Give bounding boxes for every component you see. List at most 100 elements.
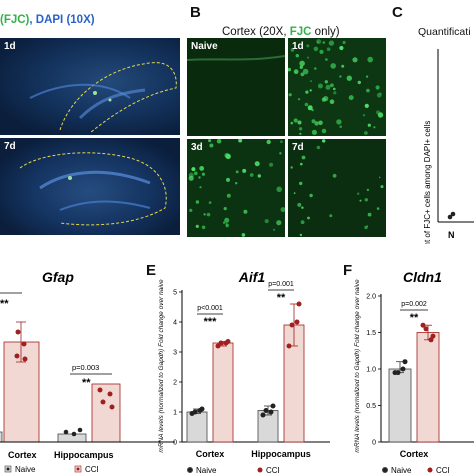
gfap-cortex-cci-point [22,356,28,362]
fjc-cell [301,155,306,160]
aif1-xtick-label: Cortex [196,449,225,459]
micrograph-naive: Naive [187,38,285,136]
fjc-cell [317,83,323,89]
fjc-cell [257,174,261,178]
fjc-cell [195,224,199,228]
fjc-cell [293,118,298,123]
aif1-legend-cci-label: CCI [266,466,280,474]
fjc-cell [254,161,260,167]
aif1-point-cci [294,319,300,325]
fjc-cell [288,93,292,97]
aif1-ytick-label: 3 [173,350,177,357]
cortex-edge-naive [187,55,285,61]
fjc-cell [333,87,336,91]
fjc-cell [339,45,344,51]
fjc-cell [314,121,319,126]
aif1-bar-cci [212,342,234,443]
aif1-ylabel: mRNA levels (normalized to Gapdh) Fold c… [158,279,165,453]
fjc-cell [208,139,212,143]
aif1-ytick-label: 2 [173,380,177,387]
fjc-cell [299,65,303,69]
fjc-cell [330,63,336,69]
gfap-hippo-naive-bar [57,433,87,443]
fjc-cell [307,105,313,111]
fjc-cell [311,129,317,135]
cldn1-ytick-label: 1.5 [366,330,376,337]
micrograph-1d-cortex: 1d [288,38,386,136]
aif1-xtick-label: Hippocampus [251,449,311,459]
aif1-point-cci [289,322,295,328]
fjc-cell [364,131,368,135]
fjc-cell [300,72,305,77]
fjc-cell [206,212,211,217]
fjc-cell [299,132,302,135]
fjc-cell [346,75,352,81]
cldn1-ytick-label: 0 [372,440,376,447]
hippocampus-outline-1d [29,62,177,134]
fjc-cell [304,102,309,107]
fjc-cell [322,41,326,44]
fjc-cell [376,207,380,210]
cldn1-ylabel: mRNA levels (normalized to Gapdh) Fold c… [354,279,361,453]
fjc-cell [316,40,320,44]
gfap-hippo-cci-point [107,391,113,397]
aif1-ytick-label: 4 [173,320,177,327]
fjc-cell [238,139,243,143]
aif1-point-cci [218,340,224,346]
fjc-cell [324,80,328,84]
chart-gfap: Gfap ** p=0.003 ** Cortex Hippocampus Na… [0,269,175,474]
fjc-cell [333,91,337,95]
panel-c-letter: C [392,4,403,21]
fjc-cell [199,166,205,171]
fjc-cell [357,192,360,195]
fjc-cell [273,228,276,231]
fjc-cell [367,56,373,63]
fjc-cell [325,58,328,61]
tile-label-1d-cortex: 1d [292,41,304,52]
aif1-legend-naive-label: Naive [196,466,217,474]
gfap-cortex-cci-point [14,353,20,359]
fjc-cell [222,221,226,224]
aif1-point-naive [197,408,203,413]
fjc-cell [332,173,337,178]
fjc-cell [201,172,205,176]
gfap-cortex-cci-point [21,341,27,347]
fjc-cell [264,219,269,224]
panel-c-chart: Percent of FJC+ cells among DAPI+ cells … [423,49,474,244]
aif1-legend-naive-marker [187,467,193,473]
fjc-cell [307,216,310,220]
fjc-cell [305,90,309,94]
aif1-pvalue: p<0.001 [197,305,223,312]
cldn1-point-naive [402,359,408,365]
fjc-cell [367,123,371,127]
gfap-hippo-cci-bar [91,383,121,443]
cldn1-point-cci [430,333,436,339]
aif1-point-naive [260,412,266,418]
panel-f-letter: F [343,262,353,279]
fjc-cell [311,119,316,124]
cldn1-point-cci [423,326,429,332]
cldn1-bar-cci [416,332,440,443]
fjc-cell [226,177,230,182]
fjc-cell [341,64,345,68]
cldn1-point-cci [420,322,426,328]
fjc-cell [378,176,381,179]
fjc-cell [322,139,326,143]
gfap-hippo-pvalue: p=0.003 [72,363,99,372]
aif1-pvalue: p=0.001 [268,281,294,288]
fjc-cell [195,200,200,204]
cldn1-point-naive [400,366,406,372]
fjc-cell [297,202,302,207]
fjc-cell [325,84,331,90]
tile-label-1d: 1d [4,41,16,52]
fjc-cell [357,80,361,85]
fjc-cell [364,225,368,230]
cldn1-point-cci [428,337,434,343]
fjc-cell [300,220,305,225]
gfap-xtick-hippocampus: Hippocampus [54,450,114,460]
fjc-cell [298,127,303,131]
fjc-cell [302,68,309,75]
fjc-cell [323,96,329,102]
fjc-cell [224,217,230,223]
fjc-cell [241,233,246,237]
